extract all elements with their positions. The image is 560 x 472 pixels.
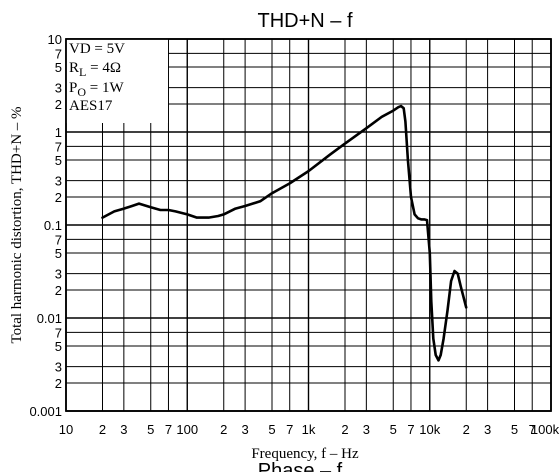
x-tick-label: 5 xyxy=(390,422,397,437)
y-tick-label: 5 xyxy=(55,339,62,354)
x-tick-label: 7 xyxy=(407,422,414,437)
y-tick-label: 2 xyxy=(55,376,62,391)
y-tick-label: 3 xyxy=(55,267,62,282)
x-tick-label: 7 xyxy=(529,422,536,437)
x-tick-label: 100 xyxy=(176,422,198,437)
x-tick-label: 10k xyxy=(419,422,440,437)
y-tick-label: 0.01 xyxy=(37,311,62,326)
y-tick-label: 3 xyxy=(55,360,62,375)
x-tick-label: 5 xyxy=(268,422,275,437)
x-tick-label: 3 xyxy=(241,422,248,437)
y-tick-label: 10 xyxy=(48,32,62,47)
y-tick-label: 2 xyxy=(55,97,62,112)
y-tick-label: 0.1 xyxy=(44,218,62,233)
y-tick-label: 7 xyxy=(55,46,62,61)
y-tick-label: 5 xyxy=(55,246,62,261)
condition-rl: RL = 4Ω xyxy=(69,60,121,79)
x-tick-label: 3 xyxy=(484,422,491,437)
y-tick-label: 1 xyxy=(55,125,62,140)
conditions-box xyxy=(66,39,168,123)
condition-vd: VD = 5V xyxy=(69,41,125,57)
condition-standard: AES17 xyxy=(69,98,113,114)
x-tick-label: 5 xyxy=(147,422,154,437)
x-tick-label: 3 xyxy=(120,422,127,437)
y-tick-label: 7 xyxy=(55,325,62,340)
x-tick-label: 2 xyxy=(99,422,106,437)
y-tick-label: 0.001 xyxy=(29,404,62,419)
plot-frame xyxy=(65,38,552,412)
x-tick-label: 2 xyxy=(341,422,348,437)
thd-curve xyxy=(101,104,468,362)
y-tick-label: 3 xyxy=(55,81,62,96)
x-tick-label: 7 xyxy=(286,422,293,437)
x-tick-label: 2 xyxy=(220,422,227,437)
condition-po: PO = 1W xyxy=(69,80,124,99)
y-axis-label: Total harmonic distortion, THD+N – % xyxy=(9,106,25,343)
x-tick-label: 10 xyxy=(59,422,73,437)
x-tick-label: 3 xyxy=(363,422,370,437)
footer-caption: Phase – f xyxy=(258,460,343,472)
y-tick-label: 2 xyxy=(55,283,62,298)
x-tick-label: 1k xyxy=(302,422,316,437)
y-tick-label: 3 xyxy=(55,174,62,189)
y-tick-label: 5 xyxy=(55,153,62,168)
x-tick-label: 7 xyxy=(165,422,172,437)
x-tick-label: 2 xyxy=(463,422,470,437)
y-tick-label: 7 xyxy=(55,139,62,154)
x-axis-label: Frequency, f – Hz xyxy=(251,446,359,462)
x-tick-label: 100k xyxy=(531,422,560,437)
chart-title: THD+N – f xyxy=(257,10,352,32)
y-tick-label: 5 xyxy=(55,60,62,75)
y-tick-label: 2 xyxy=(55,190,62,205)
x-tick-label: 5 xyxy=(511,422,518,437)
y-tick-label: 7 xyxy=(55,232,62,247)
